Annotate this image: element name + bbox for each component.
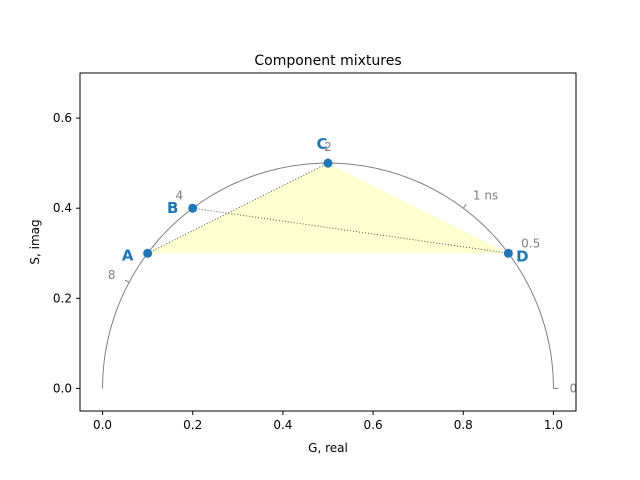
x-axis-label: G, real xyxy=(308,441,348,455)
x-tick-label: 0.4 xyxy=(273,418,292,432)
lifetime-tick-label: 2 xyxy=(324,140,332,154)
component-label: A xyxy=(122,246,134,264)
component-point xyxy=(188,203,198,213)
mixture-fill-area xyxy=(147,163,509,254)
x-tick-label: 0.2 xyxy=(183,418,202,432)
x-tick-label: 0.6 xyxy=(364,418,383,432)
component-point xyxy=(143,248,153,258)
mixture-line xyxy=(192,207,509,254)
lifetime-tick-label: 4 xyxy=(175,188,183,202)
lifetime-tick-mark xyxy=(124,279,130,284)
component-label: B xyxy=(167,199,178,217)
mixture-line xyxy=(147,162,329,254)
y-tick-label: 0.6 xyxy=(53,111,72,125)
y-axis-label: S, imag xyxy=(28,219,42,264)
lifetime-tick-label: 0.5 xyxy=(521,237,540,251)
x-tick-label: 0.0 xyxy=(93,418,112,432)
y-tick-label: 0.4 xyxy=(53,201,72,215)
component-point xyxy=(503,248,513,258)
y-tick-label: 0.0 xyxy=(53,381,72,395)
chart-title: Component mixtures xyxy=(254,53,401,69)
x-tick-label: 0.8 xyxy=(454,418,473,432)
lifetime-tick-label: 0 xyxy=(569,381,577,395)
component-point xyxy=(323,158,333,168)
x-tick-label: 1.0 xyxy=(544,418,563,432)
y-tick-label: 0.2 xyxy=(53,291,72,305)
lifetime-tick-label: 8 xyxy=(108,268,116,282)
lifetime-tick-label: 1 ns xyxy=(473,188,498,202)
plot-frame xyxy=(79,72,577,412)
component-label: D xyxy=(516,247,528,265)
component-label: C xyxy=(316,135,327,153)
lifetime-tick-mark xyxy=(462,203,467,209)
